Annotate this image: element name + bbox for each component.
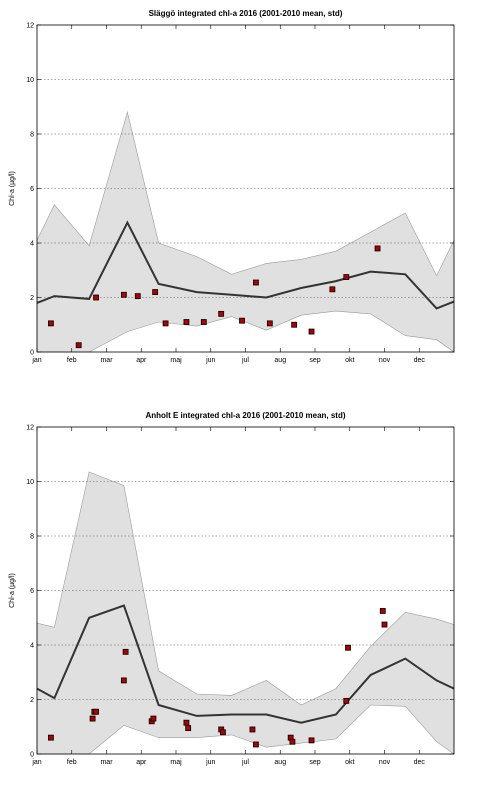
chart-panel-1: 0 2 4 6 8 10 12 jan feb mar apr maj jun jul aug sep okt n… bbox=[9, 9, 455, 364]
data-point bbox=[152, 289, 159, 295]
std-band bbox=[36, 111, 455, 353]
y-tick-label: 6 bbox=[30, 588, 34, 595]
y-tick-label: 10 bbox=[26, 77, 34, 84]
data-point bbox=[253, 279, 259, 286]
data-point bbox=[200, 319, 207, 325]
data-point bbox=[134, 293, 141, 300]
chart-title: Släggö integrated chl-a 2016 (2001-2010 … bbox=[149, 9, 343, 18]
data-point bbox=[162, 320, 169, 327]
y-tick-label: 4 bbox=[30, 241, 34, 248]
data-point bbox=[183, 319, 190, 325]
x-tick-label: jan bbox=[31, 357, 41, 364]
x-tick-label: okt bbox=[345, 357, 354, 364]
y-tick-label: 6 bbox=[30, 186, 34, 193]
data-point bbox=[122, 648, 129, 655]
x-tick-label: nov bbox=[379, 357, 391, 364]
mean-line bbox=[36, 220, 455, 310]
data-point bbox=[93, 708, 99, 715]
chart-title: Anholt E integrated chl-a 2016 (2001-201… bbox=[145, 411, 345, 420]
x-tick-label: nov bbox=[379, 759, 391, 766]
x-tick-label: maj bbox=[170, 357, 182, 364]
y-tick-label: 12 bbox=[26, 23, 34, 30]
data-point bbox=[120, 677, 127, 684]
x-tick-label: jun bbox=[205, 357, 215, 364]
y-tick-label: 4 bbox=[30, 643, 34, 650]
y-tick-label: 10 bbox=[26, 479, 34, 486]
data-point bbox=[220, 729, 226, 736]
data-point bbox=[183, 719, 190, 726]
y-tick-label: 2 bbox=[30, 697, 34, 704]
x-tick-label: aug bbox=[274, 759, 286, 766]
data-point bbox=[343, 697, 350, 704]
data-point bbox=[329, 286, 336, 293]
data-point bbox=[381, 621, 388, 628]
data-point bbox=[379, 608, 386, 614]
x-tick-label: okt bbox=[345, 759, 354, 766]
std-band bbox=[36, 471, 455, 755]
data-point bbox=[291, 321, 298, 328]
x-tick-label: apr bbox=[136, 759, 147, 766]
data-point bbox=[89, 715, 96, 722]
data-point bbox=[218, 310, 225, 317]
data-point bbox=[253, 741, 259, 748]
data-point bbox=[120, 291, 127, 298]
data-point bbox=[266, 320, 273, 327]
data-point bbox=[75, 342, 82, 349]
x-tick-label: jun bbox=[205, 759, 215, 766]
x-tick-label: feb bbox=[67, 357, 77, 364]
data-point bbox=[185, 725, 192, 732]
data-point bbox=[239, 317, 245, 324]
data-point bbox=[289, 738, 296, 745]
data-point bbox=[48, 320, 54, 327]
y-tick-label: 0 bbox=[30, 752, 34, 759]
y-tick-label: 0 bbox=[30, 350, 34, 357]
x-tick-label: dec bbox=[414, 759, 426, 766]
x-tick-label: dec bbox=[414, 357, 426, 364]
chart-panel-2: 0 2 4 6 8 10 12 jan feb mar apr maj jun jul aug sep okt n… bbox=[9, 411, 455, 766]
x-tick-label: jan bbox=[31, 759, 41, 766]
data-point bbox=[345, 644, 351, 651]
x-tick-label: aug bbox=[274, 357, 286, 364]
x-tick-label: sep bbox=[309, 357, 320, 364]
x-tick-label: jul bbox=[241, 759, 249, 766]
data-point bbox=[48, 734, 54, 741]
x-tick-label: mar bbox=[100, 357, 113, 364]
x-tick-label: feb bbox=[67, 759, 77, 766]
y-tick-label: 8 bbox=[30, 132, 34, 139]
x-tick-label: mar bbox=[100, 759, 113, 766]
x-tick-label: maj bbox=[170, 759, 182, 766]
x-tick-label: sep bbox=[309, 759, 320, 766]
y-tick-label: 12 bbox=[26, 425, 34, 432]
data-point bbox=[308, 328, 315, 335]
x-tick-label: jul bbox=[241, 357, 249, 364]
data-point bbox=[343, 274, 350, 280]
data-point bbox=[93, 294, 99, 301]
mean-line bbox=[36, 604, 455, 724]
y-axis-label: Chl-a (µg/l) bbox=[9, 171, 16, 206]
data-point bbox=[150, 715, 157, 722]
data-point bbox=[308, 737, 315, 744]
y-tick-label: 2 bbox=[30, 295, 34, 302]
y-tick-label: 8 bbox=[30, 534, 34, 541]
data-point bbox=[374, 245, 381, 252]
data-point bbox=[249, 726, 256, 733]
x-tick-label: apr bbox=[136, 357, 147, 364]
y-axis-label: Chl-a (µg/l) bbox=[9, 573, 16, 608]
